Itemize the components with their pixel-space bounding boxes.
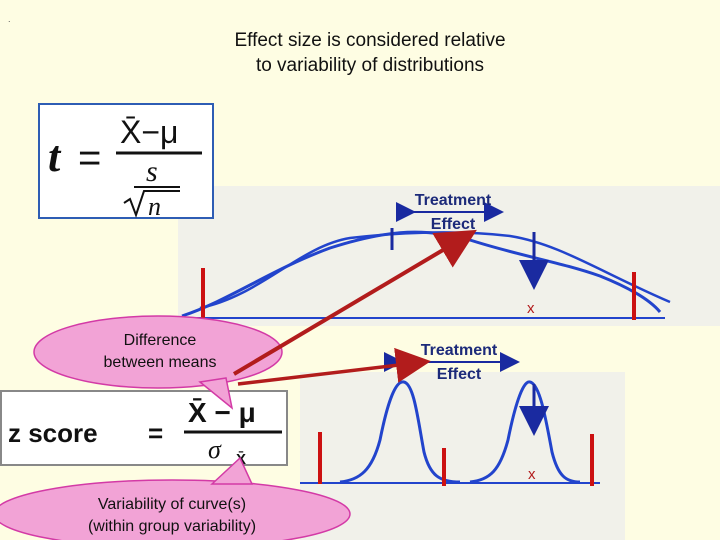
t-numerator: X̄−μ (120, 114, 178, 150)
t-s: s (146, 155, 158, 188)
bottom-x-marker: x (528, 466, 536, 483)
difference-to-top-arrow (232, 229, 477, 376)
z-formula: z score = X̄ − μ σ X̄ (8, 397, 282, 468)
callout-variability-text: Variability of curve(s) (within group va… (40, 494, 304, 538)
callout-difference-line1: Difference (123, 332, 197, 349)
callout-difference-text: Difference between means (60, 330, 260, 374)
callout-variability-line2: (within group variability) (87, 518, 257, 535)
z-equals: = (148, 418, 163, 448)
slide-title: Effect size is considered relative to va… (160, 28, 580, 78)
top-treatment-effect-label: Treatment Effect (398, 192, 508, 234)
z-formula-box: z score = X̄ − μ σ X̄ (0, 390, 288, 468)
t-n: n (148, 192, 161, 221)
top-treatment-line2: Effect (430, 216, 476, 233)
t-equals: = (78, 136, 101, 180)
z-label: z score (8, 418, 98, 448)
callout-variability-bubble (0, 479, 351, 540)
t-formula-box: t = X̄−μ s n (38, 103, 214, 221)
bottom-curve-2 (469, 380, 581, 484)
bottom-plot-panel (300, 372, 625, 540)
sqrt-sign (123, 190, 180, 218)
top-treatment-line1: Treatment (414, 192, 492, 209)
slide-marker: . (8, 14, 11, 24)
bottom-treatment-effect-label: Treatment Effect (404, 342, 514, 384)
callout-difference-bubble (33, 315, 283, 389)
top-curve-1 (181, 230, 662, 318)
callout-variability-tail (210, 456, 254, 485)
callout-difference-line2: between means (103, 354, 217, 371)
bottom-treatment-line2: Effect (436, 366, 482, 383)
t-formula: t = X̄−μ s n (48, 114, 202, 221)
z-sigma: σ (208, 435, 222, 464)
title-line-2: to variability of distributions (255, 55, 485, 76)
z-numerator: X̄ − μ (188, 397, 256, 428)
t-symbol: t (48, 132, 62, 181)
difference-to-bottom-arrow (237, 347, 431, 386)
callout-variability-line1: Variability of curve(s) (97, 496, 247, 513)
top-curve-2 (199, 231, 671, 310)
top-x-marker: x (527, 300, 535, 317)
title-line-1: Effect size is considered relative (234, 30, 506, 51)
callout-difference-tail (198, 377, 234, 410)
bottom-treatment-line1: Treatment (420, 342, 498, 359)
